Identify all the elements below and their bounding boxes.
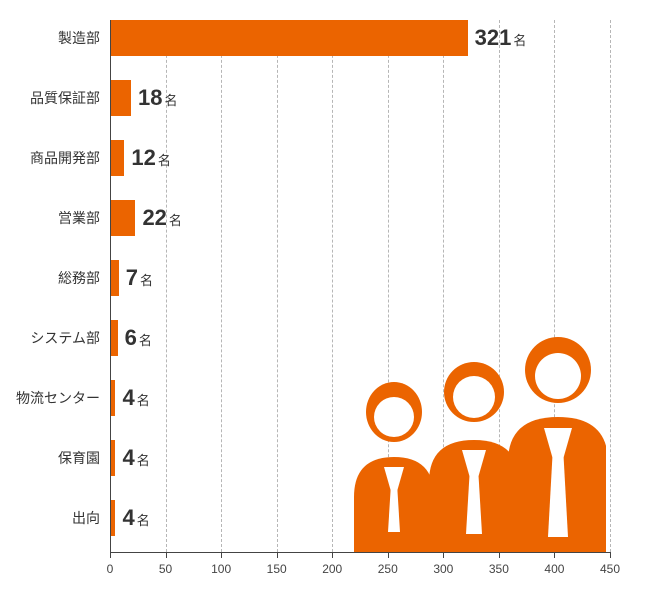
value-unit: 名 <box>164 93 177 108</box>
bar <box>111 80 131 116</box>
people-icon <box>346 322 606 552</box>
value-unit: 名 <box>137 393 150 408</box>
category-label: 製造部 <box>58 31 100 45</box>
category-label: 営業部 <box>58 211 100 225</box>
x-tick-label: 150 <box>267 562 287 576</box>
gridline <box>221 20 222 552</box>
value-unit: 名 <box>513 33 526 48</box>
x-tick-label: 100 <box>211 562 231 576</box>
category-label: 商品開発部 <box>30 151 100 165</box>
gridline <box>610 20 611 552</box>
bar <box>111 320 118 356</box>
value-number: 7 <box>126 265 138 290</box>
value-number: 4 <box>122 445 134 470</box>
value-unit: 名 <box>169 213 182 228</box>
value-number: 321 <box>475 25 512 50</box>
value-unit: 名 <box>140 273 153 288</box>
x-tick-label: 250 <box>378 562 398 576</box>
gridline <box>332 20 333 552</box>
bar <box>111 260 119 296</box>
value-unit: 名 <box>158 153 171 168</box>
x-tick-label: 50 <box>159 562 172 576</box>
category-label: 出向 <box>72 511 100 525</box>
x-axis <box>110 552 610 553</box>
value-label: 4名 <box>122 447 149 469</box>
bar <box>111 20 468 56</box>
value-label: 22名 <box>142 207 182 229</box>
x-tick-mark <box>610 552 611 558</box>
value-label: 4名 <box>122 387 149 409</box>
x-tick-label: 450 <box>600 562 620 576</box>
bar <box>111 140 124 176</box>
value-unit: 名 <box>137 453 150 468</box>
value-number: 6 <box>125 325 137 350</box>
value-label: 4名 <box>122 507 149 529</box>
value-number: 22 <box>142 205 166 230</box>
x-tick-label: 400 <box>544 562 564 576</box>
category-label: 総務部 <box>58 271 100 285</box>
value-label: 12名 <box>131 147 171 169</box>
gridline <box>277 20 278 552</box>
value-number: 18 <box>138 85 162 110</box>
value-label: 7名 <box>126 267 153 289</box>
value-number: 12 <box>131 145 155 170</box>
value-number: 4 <box>122 505 134 530</box>
value-label: 18名 <box>138 87 178 109</box>
bar <box>111 500 115 536</box>
category-label: 保育園 <box>58 451 100 465</box>
x-tick-label: 0 <box>107 562 114 576</box>
bar <box>111 200 135 236</box>
value-label: 6名 <box>125 327 152 349</box>
value-unit: 名 <box>139 333 152 348</box>
x-tick-label: 350 <box>489 562 509 576</box>
x-tick-label: 300 <box>433 562 453 576</box>
value-unit: 名 <box>137 513 150 528</box>
category-label: 品質保証部 <box>30 91 100 105</box>
value-number: 4 <box>122 385 134 410</box>
x-tick-label: 200 <box>322 562 342 576</box>
category-label: システム部 <box>30 331 100 345</box>
category-label: 物流センター <box>16 391 100 405</box>
value-label: 321名 <box>475 27 527 49</box>
bar <box>111 440 115 476</box>
bar <box>111 380 115 416</box>
dept-headcount-chart: 050100150200250300350400450製造部321名品質保証部1… <box>0 0 656 610</box>
